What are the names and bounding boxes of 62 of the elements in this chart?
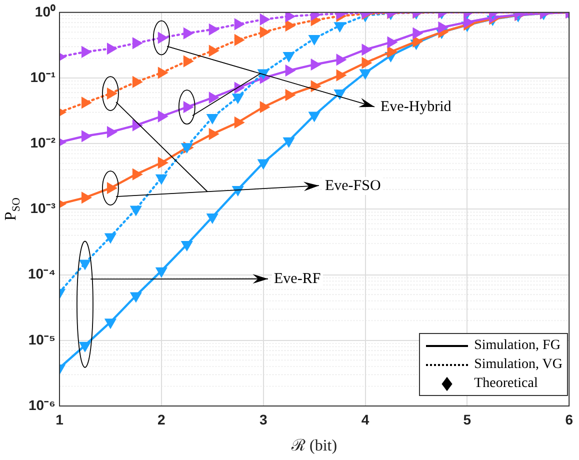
point [81, 130, 92, 142]
y-tick-label: 10⁻⁶ [28, 396, 56, 413]
y-tick-label: 10⁻³ [30, 200, 56, 216]
point [132, 168, 143, 180]
point [158, 110, 168, 122]
y-tick-label: 10⁻¹ [30, 68, 56, 85]
point [158, 66, 168, 79]
x-tick-label: 1 [56, 411, 64, 428]
point [104, 318, 117, 330]
point [132, 76, 143, 88]
point [412, 27, 424, 40]
legend-label: Theoretical [474, 376, 538, 392]
point [208, 128, 220, 140]
point [438, 21, 449, 34]
point [285, 88, 296, 102]
annotation: Eve-Hybrid [378, 98, 454, 116]
annotation: Eve-FSO [322, 176, 383, 195]
x-axis-title: ℛ (bit) [290, 438, 338, 455]
y-tick-label: 10⁰ [34, 3, 56, 20]
point [260, 26, 270, 38]
point [336, 54, 347, 66]
point [106, 42, 118, 55]
point [310, 58, 322, 71]
point [464, 16, 474, 28]
legend-label: Simulation, FG [474, 338, 560, 354]
y-tick-label: 10⁻⁴ [28, 266, 56, 282]
x-tick-label: 3 [259, 411, 268, 428]
point [234, 34, 245, 46]
point [208, 44, 220, 57]
x-tick-label: 4 [361, 411, 370, 428]
point [104, 233, 117, 244]
point [78, 342, 92, 352]
point [234, 116, 245, 129]
point [183, 27, 194, 40]
y-tick-label: 10⁻⁵ [28, 331, 56, 348]
point [81, 192, 92, 204]
legend-label: Simulation, VG [474, 356, 563, 372]
point [81, 46, 92, 58]
x-tick-label: 5 [463, 411, 472, 428]
point [285, 20, 296, 32]
annotation: Eve-RF [272, 270, 323, 288]
point [387, 36, 398, 48]
point [260, 13, 270, 26]
point [132, 37, 143, 50]
point [106, 126, 118, 138]
point [234, 18, 245, 30]
point [336, 69, 347, 82]
point [387, 46, 398, 58]
point [81, 96, 92, 109]
x-tick-label: 2 [158, 411, 166, 428]
point [183, 55, 194, 68]
point [362, 56, 372, 69]
point [285, 12, 296, 22]
point [208, 92, 220, 104]
point [285, 64, 296, 77]
point [78, 260, 92, 270]
y-tick-label: 10⁻² [30, 134, 56, 150]
point [158, 156, 168, 169]
point [362, 44, 372, 56]
point [260, 101, 270, 114]
x-tick-label: 6 [565, 411, 574, 428]
point [208, 23, 220, 36]
